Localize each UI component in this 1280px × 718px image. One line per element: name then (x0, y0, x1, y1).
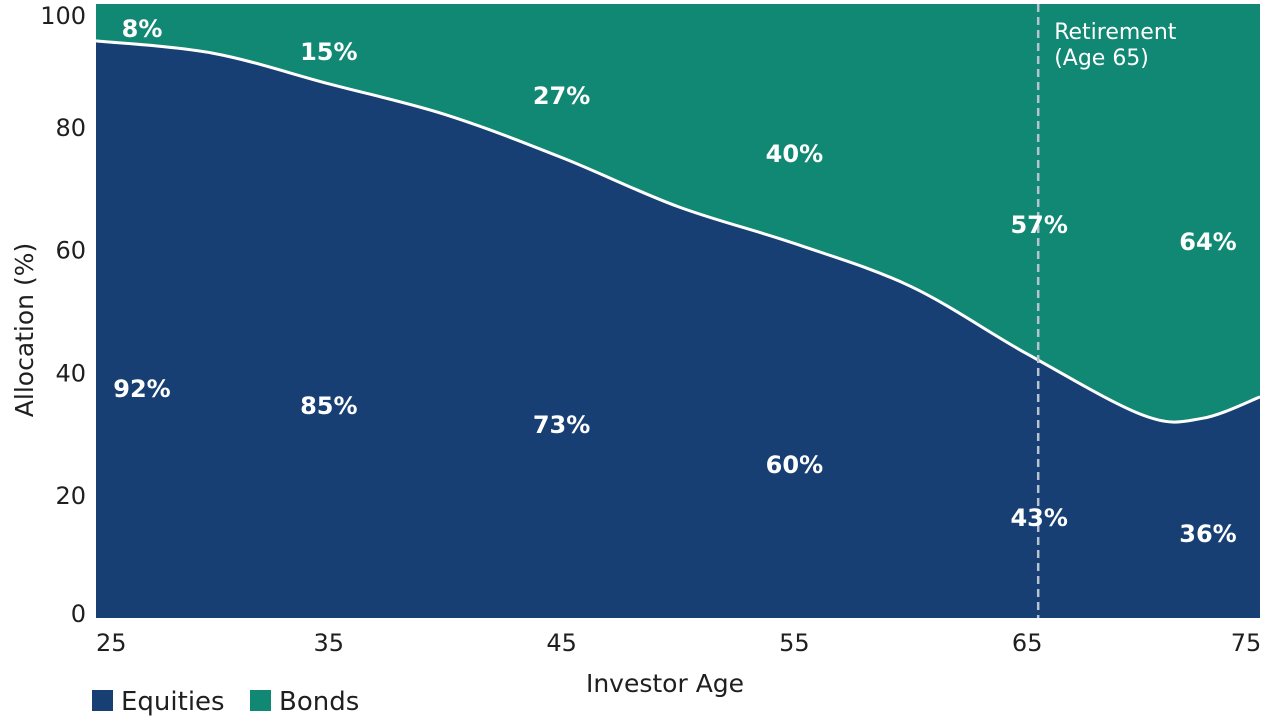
x-axis-title: Investor Age (586, 669, 744, 698)
equities-value-label: 36% (1179, 520, 1236, 548)
bonds-value-label: 27% (533, 82, 590, 110)
bonds-value-label: 40% (766, 140, 823, 168)
y-tick-label: 80 (55, 114, 86, 142)
x-tick-label: 35 (314, 629, 345, 657)
bonds-value-label: 8% (122, 15, 163, 43)
legend-swatch-bonds (250, 690, 271, 711)
y-tick-label: 20 (55, 482, 86, 510)
x-axis-ticks: 25 35 45 55 65 75 (96, 629, 1261, 657)
equities-value-label: 60% (766, 451, 823, 479)
bonds-value-label: 64% (1179, 228, 1236, 256)
y-tick-label: 100 (40, 2, 86, 30)
legend: Equities Bonds (92, 687, 359, 717)
y-axis-ticks: 0 20 40 60 80 100 (40, 2, 86, 628)
value-labels: 92% 85% 73% 60% 43% 36% 8% 15% 27% 40% 57% 64% (113, 15, 1236, 548)
equities-value-label: 73% (533, 411, 590, 439)
bonds-value-label: 57% (1010, 211, 1067, 239)
x-tick-label: 45 (546, 629, 577, 657)
y-tick-label: 40 (55, 359, 86, 387)
legend-label-bonds: Bonds (279, 687, 359, 717)
x-tick-label: 25 (96, 629, 127, 657)
y-tick-label: 0 (71, 600, 86, 628)
y-axis-title: Allocation (%) (10, 243, 39, 417)
equities-value-label: 43% (1010, 504, 1067, 532)
retirement-annotation-line1: Retirement (1054, 20, 1177, 45)
x-tick-label: 55 (779, 629, 810, 657)
x-tick-label: 75 (1231, 629, 1262, 657)
allocation-boundary-line (95, 39, 1261, 424)
equities-area (96, 40, 1260, 618)
x-tick-label: 65 (1012, 629, 1043, 657)
bonds-value-label: 15% (300, 38, 357, 66)
equities-value-label: 85% (300, 392, 357, 420)
y-tick-label: 60 (55, 237, 86, 265)
retirement-annotation-line2: (Age 65) (1054, 46, 1149, 71)
legend-swatch-equities (92, 690, 113, 711)
legend-label-equities: Equities (121, 687, 225, 717)
equities-value-label: 92% (113, 375, 170, 403)
